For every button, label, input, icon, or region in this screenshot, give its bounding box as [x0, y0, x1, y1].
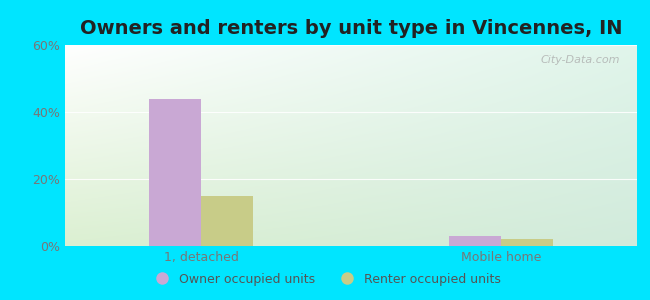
Bar: [150, 99, 202, 246]
Legend: Owner occupied units, Renter occupied units: Owner occupied units, Renter occupied un…: [144, 268, 506, 291]
Text: City-Data.com: City-Data.com: [540, 55, 620, 65]
Bar: [202, 196, 253, 246]
Bar: [500, 239, 552, 246]
Title: Owners and renters by unit type in Vincennes, IN: Owners and renters by unit type in Vince…: [80, 19, 622, 38]
Bar: [449, 236, 500, 246]
